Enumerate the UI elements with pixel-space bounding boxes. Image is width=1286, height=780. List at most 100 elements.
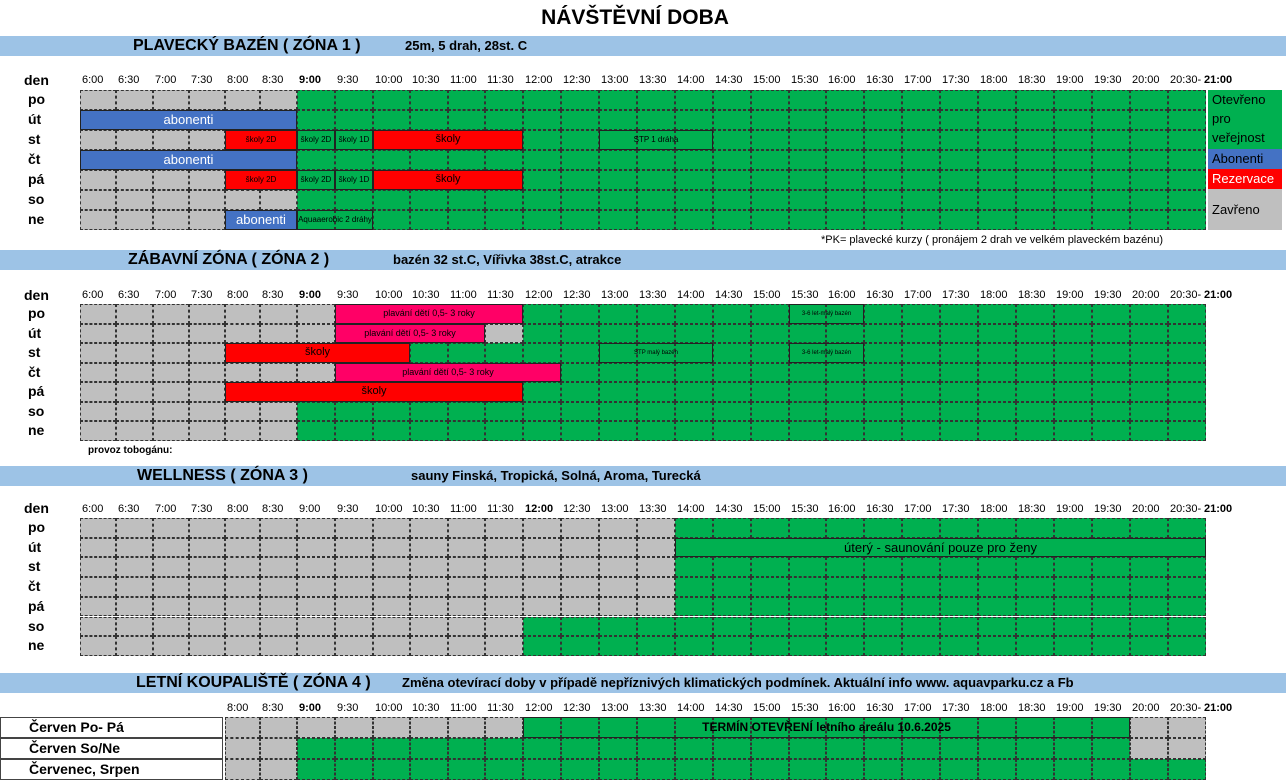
zone3-time-label: 17:30	[942, 503, 970, 515]
zone1-description: 25m, 5 drah, 28st. C	[405, 38, 528, 53]
zone3-time-label: 20:30-	[1170, 503, 1202, 515]
zone3-cell	[335, 596, 373, 617]
zone2-cell	[297, 401, 335, 421]
zone2-cell	[1092, 401, 1130, 421]
zone1-time-label: 9:00	[299, 74, 322, 86]
zone4-time-label: 12:00	[525, 702, 553, 714]
zone1-cell	[116, 190, 153, 210]
zone2-cell	[523, 343, 561, 363]
zone1-slot-label: školy 2D	[297, 130, 335, 150]
zone3-cell	[675, 596, 713, 617]
zone2-cell	[978, 421, 1016, 441]
zone1-cell	[1016, 130, 1054, 150]
zone2-time-label: 17:30	[942, 289, 970, 301]
zone2-cell	[789, 421, 826, 441]
zone2-cell	[978, 362, 1016, 382]
zone3-cell	[260, 557, 297, 578]
zone3-cell	[189, 537, 225, 558]
zone1-cell	[789, 190, 826, 210]
zone3-cell	[1130, 518, 1168, 538]
zone1-cell	[410, 190, 448, 210]
zone3-cell	[189, 596, 225, 617]
zone1-cell	[485, 190, 523, 210]
zone2-cell	[189, 343, 225, 363]
zone3-cell	[335, 616, 373, 637]
zone2-cell	[675, 421, 713, 441]
zone1-cell	[561, 150, 599, 170]
zone3-time-label: 16:30	[866, 503, 894, 515]
zone2-cell	[153, 323, 189, 343]
zone3-cell	[153, 537, 189, 558]
zone2-cell	[826, 421, 864, 441]
zone1-cell	[116, 170, 153, 190]
zone2-cell	[599, 401, 637, 421]
zone3-time-label: 12:00	[525, 503, 554, 515]
zone2-cell	[978, 343, 1016, 363]
zone3-cell	[448, 577, 485, 597]
zone3-cell	[561, 616, 599, 637]
zone3-cell	[940, 518, 978, 538]
zone1-cell	[751, 210, 789, 230]
zone3-time-label: 8:00	[227, 503, 249, 515]
zone1-cell	[1092, 130, 1130, 150]
zone3-cell	[523, 636, 561, 656]
zone3-cell	[599, 616, 637, 637]
zone2-day-po: po	[28, 305, 46, 321]
zone1-cell	[116, 90, 153, 110]
zone4-cell	[751, 759, 789, 780]
zone2-cell	[1130, 382, 1168, 402]
zone1-cell	[80, 190, 116, 210]
zone4-cell	[373, 759, 410, 780]
zone3-day-so: so	[28, 617, 45, 634]
zone2-cell	[448, 343, 485, 363]
zone3-cell	[902, 636, 940, 656]
zone1-time-label: 17:00	[904, 74, 932, 86]
zone2-cell	[637, 323, 675, 343]
zone4-cell	[789, 759, 826, 780]
zone2-cell	[189, 421, 225, 441]
zone2-cell	[1168, 382, 1206, 402]
zone2-cell	[751, 343, 789, 363]
zone2-cell	[297, 323, 335, 343]
zone2-cell	[675, 362, 713, 382]
zone4-cell	[864, 759, 902, 780]
zone1-cell	[789, 150, 826, 170]
zone3-cell	[940, 636, 978, 656]
zone4-cell	[260, 738, 297, 759]
zone3-time-label: 9:30	[337, 503, 359, 515]
zone2-cell	[1016, 343, 1054, 363]
zone2-cell	[675, 382, 713, 402]
zone1-cell	[297, 150, 335, 170]
zone1-cell	[675, 110, 713, 130]
zone4-cell	[297, 738, 335, 759]
zone4-time-label: 14:00	[677, 702, 705, 714]
zone3-cell	[940, 577, 978, 597]
zone4-cell	[335, 738, 373, 759]
zone4-cell	[410, 717, 448, 738]
zone4-cell	[902, 738, 940, 759]
zone3-cell	[1168, 596, 1206, 617]
zone3-cell	[523, 557, 561, 578]
legend-rezervace: Rezervace	[1208, 169, 1282, 189]
zone2-cell	[826, 323, 864, 343]
zone3-cell	[1092, 577, 1130, 597]
zone3-cell	[902, 577, 940, 597]
zone4-time-label: 9:00	[299, 702, 322, 714]
zone4-cell	[713, 738, 751, 759]
zone4-time-label: 16:30	[866, 702, 894, 714]
zone2-time-label: 6:30	[118, 289, 140, 301]
zone1-cell	[713, 130, 751, 150]
zone1-cell	[864, 110, 902, 130]
legend-abonenti-label: Abonenti	[1212, 151, 1264, 166]
zone2-cell	[978, 401, 1016, 421]
zone1-time-label: 9:30	[337, 74, 359, 86]
zone3-cell	[1092, 616, 1130, 637]
zone4-time-label: 16:00	[828, 702, 856, 714]
zone1-cell	[260, 190, 297, 210]
zone3-cell	[373, 537, 410, 558]
zone2-booking-bar: školy	[225, 382, 523, 402]
zone1-cell	[1092, 90, 1130, 110]
zone1-cell	[448, 90, 485, 110]
zone1-cell	[1168, 130, 1206, 150]
zone3-cell	[189, 616, 225, 637]
